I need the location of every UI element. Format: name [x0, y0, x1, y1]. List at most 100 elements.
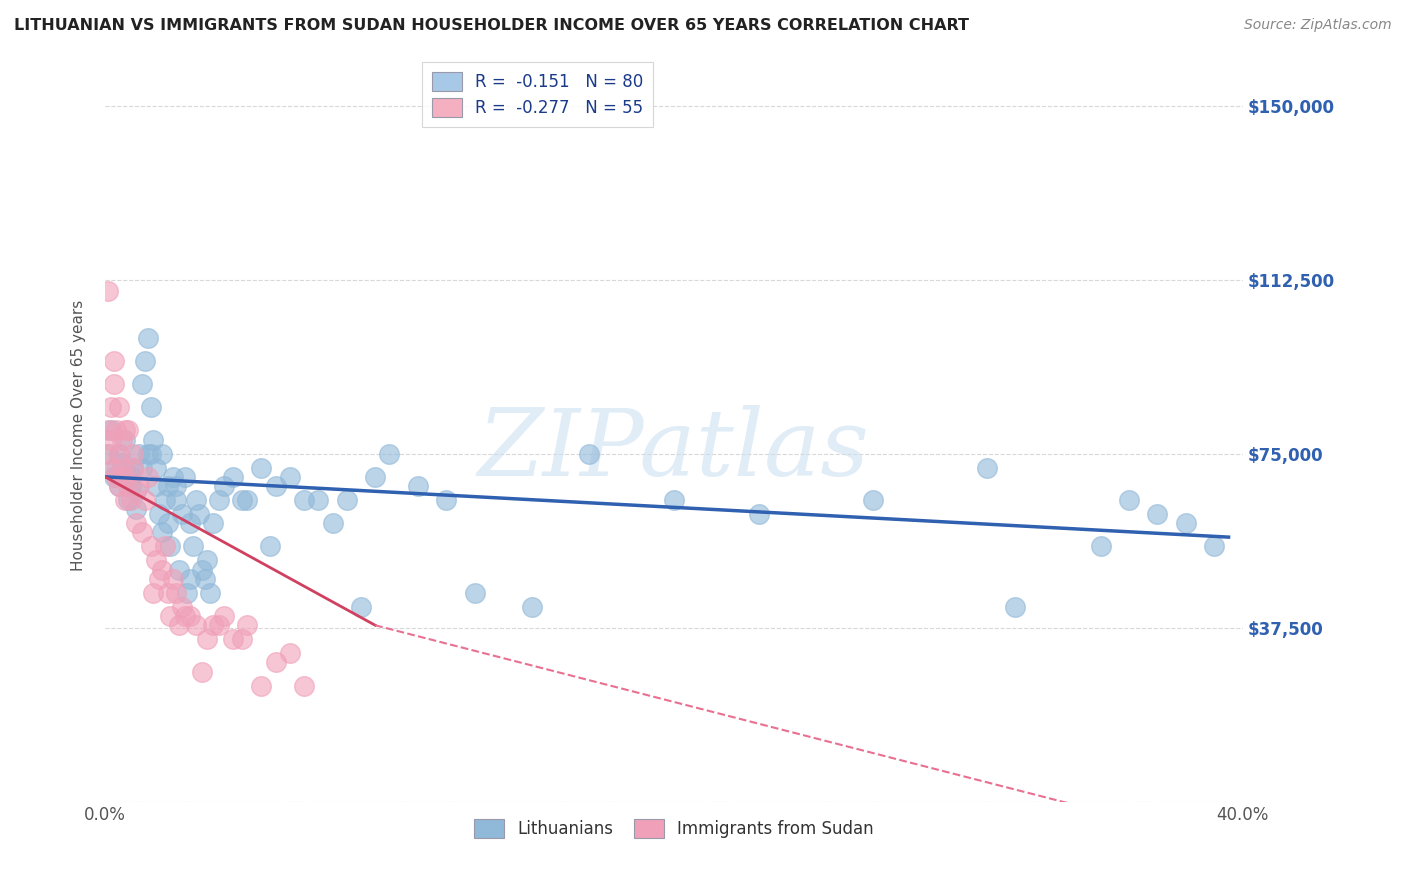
Point: [153, 540, 176, 554]
Point: [1004, 599, 1026, 614]
Point: [259, 540, 281, 554]
Point: [125, 502, 148, 516]
Point: [1146, 507, 1168, 521]
Point: [108, 479, 131, 493]
Point: [120, 493, 142, 508]
Point: [108, 447, 131, 461]
Point: [156, 516, 179, 531]
Point: [156, 479, 179, 493]
Point: [264, 479, 287, 493]
Point: [159, 609, 181, 624]
Point: [176, 586, 198, 600]
Point: [134, 353, 156, 368]
Point: [278, 646, 301, 660]
Point: [159, 540, 181, 554]
Point: [184, 618, 207, 632]
Point: [108, 479, 131, 493]
Point: [193, 572, 215, 586]
Point: [114, 433, 136, 447]
Point: [131, 525, 153, 540]
Point: [139, 401, 162, 415]
Point: [406, 479, 429, 493]
Point: [134, 493, 156, 508]
Point: [122, 460, 145, 475]
Point: [111, 433, 134, 447]
Point: [748, 507, 770, 521]
Point: [179, 609, 201, 624]
Point: [145, 460, 167, 475]
Point: [187, 507, 209, 521]
Point: [208, 618, 231, 632]
Point: [197, 632, 219, 647]
Point: [222, 470, 245, 484]
Point: [162, 572, 184, 586]
Point: [100, 433, 122, 447]
Point: [142, 586, 165, 600]
Point: [97, 284, 120, 298]
Point: [97, 447, 120, 461]
Point: [153, 493, 176, 508]
Point: [184, 493, 207, 508]
Point: [464, 586, 486, 600]
Point: [165, 479, 187, 493]
Point: [145, 479, 167, 493]
Point: [434, 493, 457, 508]
Point: [114, 424, 136, 438]
Point: [120, 479, 142, 493]
Point: [236, 493, 259, 508]
Point: [165, 493, 187, 508]
Y-axis label: Householder Income Over 65 years: Householder Income Over 65 years: [72, 300, 86, 571]
Point: [173, 470, 195, 484]
Point: [173, 609, 195, 624]
Point: [578, 447, 600, 461]
Point: [170, 599, 193, 614]
Point: [200, 586, 222, 600]
Text: LITHUANIAN VS IMMIGRANTS FROM SUDAN HOUSEHOLDER INCOME OVER 65 YEARS CORRELATION: LITHUANIAN VS IMMIGRANTS FROM SUDAN HOUS…: [14, 18, 969, 33]
Point: [292, 679, 315, 693]
Point: [222, 632, 245, 647]
Point: [170, 507, 193, 521]
Point: [105, 460, 128, 475]
Point: [122, 447, 145, 461]
Point: [150, 525, 173, 540]
Point: [350, 599, 373, 614]
Point: [1090, 540, 1112, 554]
Point: [128, 447, 150, 461]
Point: [202, 618, 225, 632]
Point: [103, 470, 125, 484]
Point: [250, 679, 273, 693]
Point: [117, 493, 139, 508]
Point: [179, 516, 201, 531]
Point: [120, 470, 142, 484]
Point: [136, 330, 159, 344]
Point: [202, 516, 225, 531]
Point: [117, 424, 139, 438]
Point: [103, 353, 125, 368]
Point: [114, 493, 136, 508]
Point: [236, 618, 259, 632]
Point: [105, 470, 128, 484]
Point: [148, 507, 170, 521]
Point: [131, 377, 153, 392]
Point: [336, 493, 359, 508]
Point: [197, 553, 219, 567]
Point: [214, 479, 236, 493]
Point: [364, 470, 387, 484]
Point: [156, 586, 179, 600]
Point: [97, 424, 120, 438]
Text: ZIPatlas: ZIPatlas: [478, 405, 870, 495]
Point: [208, 493, 231, 508]
Point: [100, 401, 122, 415]
Point: [105, 424, 128, 438]
Point: [108, 447, 131, 461]
Point: [976, 460, 998, 475]
Point: [181, 540, 204, 554]
Point: [117, 479, 139, 493]
Point: [111, 460, 134, 475]
Point: [165, 586, 187, 600]
Point: [278, 470, 301, 484]
Point: [167, 618, 190, 632]
Point: [108, 401, 131, 415]
Point: [250, 460, 273, 475]
Point: [139, 540, 162, 554]
